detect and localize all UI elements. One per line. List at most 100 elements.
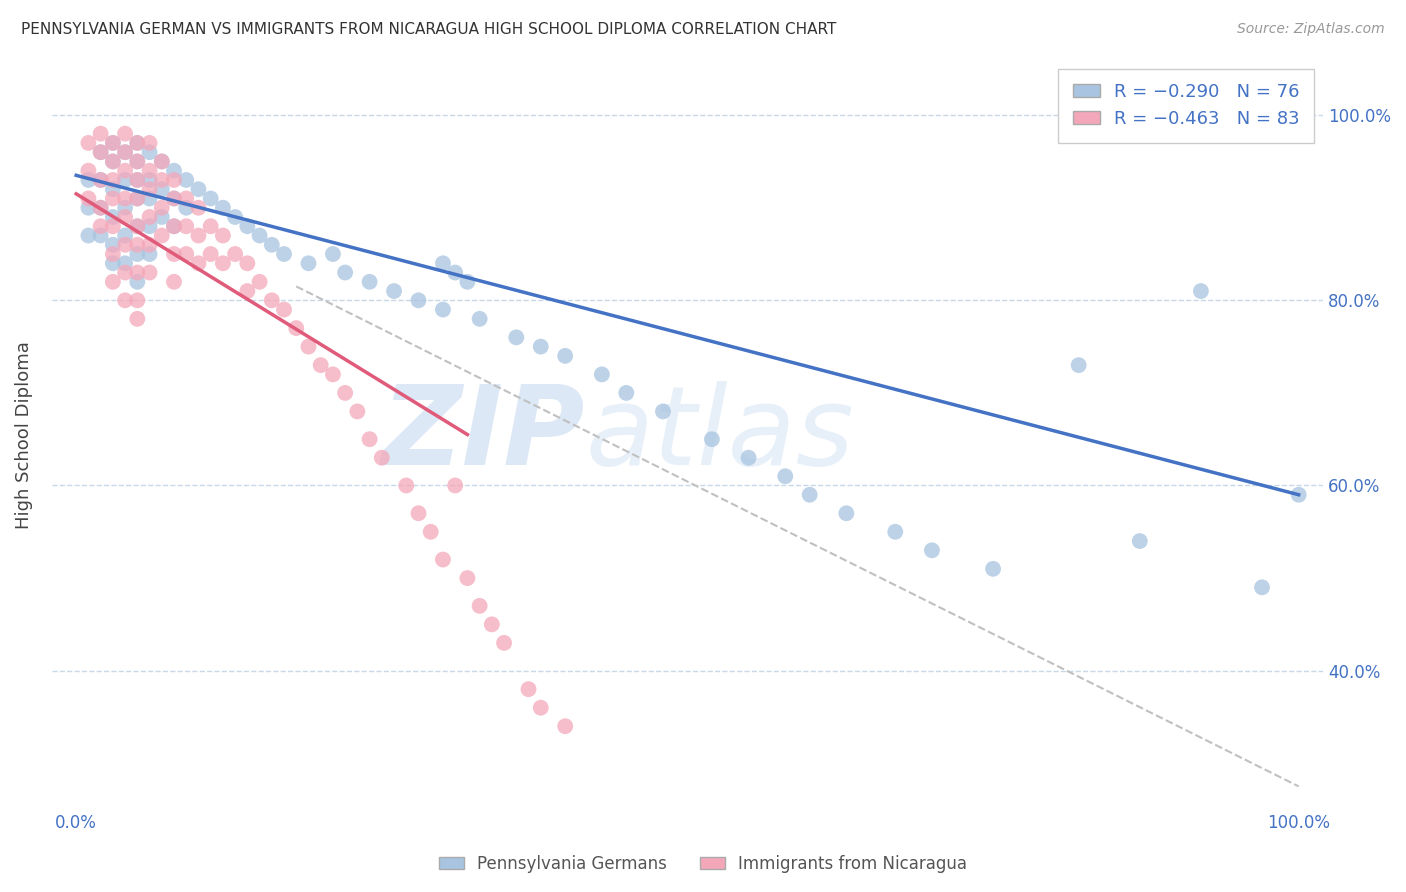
Point <box>174 247 197 261</box>
Point <box>554 349 576 363</box>
Point <box>114 173 136 187</box>
Point <box>163 173 186 187</box>
Point <box>101 275 124 289</box>
Point <box>432 302 454 317</box>
Point <box>114 210 136 224</box>
Point <box>333 385 356 400</box>
Point <box>737 450 759 465</box>
Point <box>517 682 540 697</box>
Point <box>481 617 503 632</box>
Point <box>138 266 160 280</box>
Point <box>249 228 271 243</box>
Point <box>101 154 124 169</box>
Point <box>114 192 136 206</box>
Point <box>200 247 222 261</box>
Point <box>90 228 112 243</box>
Point <box>101 136 124 150</box>
Point <box>309 358 332 372</box>
Point <box>114 145 136 160</box>
Point <box>150 210 173 224</box>
Point <box>138 182 160 196</box>
Point <box>90 201 112 215</box>
Point <box>114 228 136 243</box>
Point <box>835 506 858 520</box>
Point <box>101 154 124 169</box>
Point <box>236 284 259 298</box>
Point <box>236 219 259 234</box>
Point <box>468 311 491 326</box>
Point <box>101 136 124 150</box>
Point <box>114 256 136 270</box>
Point <box>101 192 124 206</box>
Point <box>127 237 149 252</box>
Point <box>322 247 344 261</box>
Point <box>297 256 319 270</box>
Point <box>174 219 197 234</box>
Point <box>591 368 613 382</box>
Point <box>494 636 516 650</box>
Point <box>333 266 356 280</box>
Point <box>174 201 197 215</box>
Point <box>77 201 100 215</box>
Point <box>408 506 430 520</box>
Point <box>174 173 197 187</box>
Point <box>921 543 943 558</box>
Point <box>456 275 478 289</box>
Point <box>127 219 149 234</box>
Point <box>1251 580 1274 594</box>
Point <box>150 154 173 169</box>
Point <box>432 256 454 270</box>
Point <box>773 469 796 483</box>
Point <box>150 182 173 196</box>
Point <box>322 368 344 382</box>
Text: Source: ZipAtlas.com: Source: ZipAtlas.com <box>1237 22 1385 37</box>
Point <box>432 552 454 566</box>
Point <box>77 173 100 187</box>
Point <box>77 192 100 206</box>
Point <box>163 192 186 206</box>
Point <box>285 321 308 335</box>
Point <box>90 145 112 160</box>
Point <box>90 127 112 141</box>
Point <box>114 201 136 215</box>
Point <box>163 163 186 178</box>
Text: PENNSYLVANIA GERMAN VS IMMIGRANTS FROM NICARAGUA HIGH SCHOOL DIPLOMA CORRELATION: PENNSYLVANIA GERMAN VS IMMIGRANTS FROM N… <box>21 22 837 37</box>
Point <box>260 237 283 252</box>
Point <box>163 219 186 234</box>
Point <box>884 524 907 539</box>
Point <box>468 599 491 613</box>
Point <box>224 210 246 224</box>
Point <box>77 163 100 178</box>
Legend: Pennsylvania Germans, Immigrants from Nicaragua: Pennsylvania Germans, Immigrants from Ni… <box>432 848 974 880</box>
Point <box>150 154 173 169</box>
Point <box>212 256 235 270</box>
Point <box>371 450 394 465</box>
Point <box>346 404 368 418</box>
Point <box>114 293 136 308</box>
Point <box>505 330 527 344</box>
Point <box>127 266 149 280</box>
Point <box>799 488 821 502</box>
Point <box>212 228 235 243</box>
Point <box>90 173 112 187</box>
Point <box>138 145 160 160</box>
Point <box>127 293 149 308</box>
Point <box>163 247 186 261</box>
Point <box>138 219 160 234</box>
Point <box>200 192 222 206</box>
Point <box>163 219 186 234</box>
Point <box>150 173 173 187</box>
Point <box>127 136 149 150</box>
Point <box>249 275 271 289</box>
Point <box>395 478 418 492</box>
Point <box>127 136 149 150</box>
Point <box>114 237 136 252</box>
Point <box>359 275 381 289</box>
Point <box>224 247 246 261</box>
Point <box>77 136 100 150</box>
Point <box>138 192 160 206</box>
Point <box>187 201 209 215</box>
Point <box>981 562 1004 576</box>
Point <box>114 266 136 280</box>
Point <box>90 145 112 160</box>
